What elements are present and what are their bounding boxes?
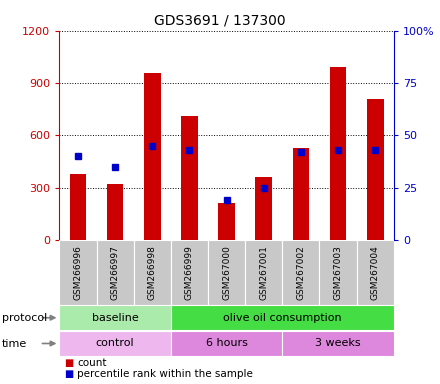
Bar [255, 177, 272, 240]
Text: GSM267003: GSM267003 [334, 245, 343, 300]
Bar [208, 240, 245, 305]
Text: count: count [77, 358, 106, 368]
Text: protocol: protocol [2, 313, 48, 323]
Text: ■: ■ [64, 369, 73, 379]
Text: GSM266998: GSM266998 [148, 245, 157, 300]
Bar [171, 331, 282, 356]
Text: GSM266999: GSM266999 [185, 245, 194, 300]
Bar [293, 147, 309, 240]
Text: GSM267004: GSM267004 [371, 245, 380, 300]
Bar [330, 67, 346, 240]
Text: 6 hours: 6 hours [205, 338, 248, 349]
Bar [59, 331, 171, 356]
Bar [70, 174, 86, 240]
Text: control: control [96, 338, 135, 349]
Text: GSM267001: GSM267001 [259, 245, 268, 300]
Bar [59, 305, 171, 330]
Bar [171, 240, 208, 305]
Text: GSM267000: GSM267000 [222, 245, 231, 300]
Bar [319, 240, 357, 305]
Bar [218, 202, 235, 240]
Text: baseline: baseline [92, 313, 139, 323]
Bar [367, 99, 384, 240]
Text: GSM266997: GSM266997 [110, 245, 120, 300]
Text: 3 weeks: 3 weeks [315, 338, 361, 349]
Bar [181, 116, 198, 240]
Text: percentile rank within the sample: percentile rank within the sample [77, 369, 253, 379]
Bar [357, 240, 394, 305]
Bar [144, 73, 161, 240]
Text: GSM266996: GSM266996 [73, 245, 82, 300]
Bar [59, 240, 96, 305]
Bar [107, 184, 124, 240]
Bar [171, 305, 394, 330]
Text: GSM267002: GSM267002 [297, 245, 305, 300]
Bar [96, 240, 134, 305]
Text: time: time [2, 339, 27, 349]
Bar [134, 240, 171, 305]
Bar [282, 240, 319, 305]
Text: ■: ■ [64, 358, 73, 368]
Text: GDS3691 / 137300: GDS3691 / 137300 [154, 13, 286, 27]
Text: olive oil consumption: olive oil consumption [223, 313, 341, 323]
Bar [245, 240, 282, 305]
Bar [282, 331, 394, 356]
